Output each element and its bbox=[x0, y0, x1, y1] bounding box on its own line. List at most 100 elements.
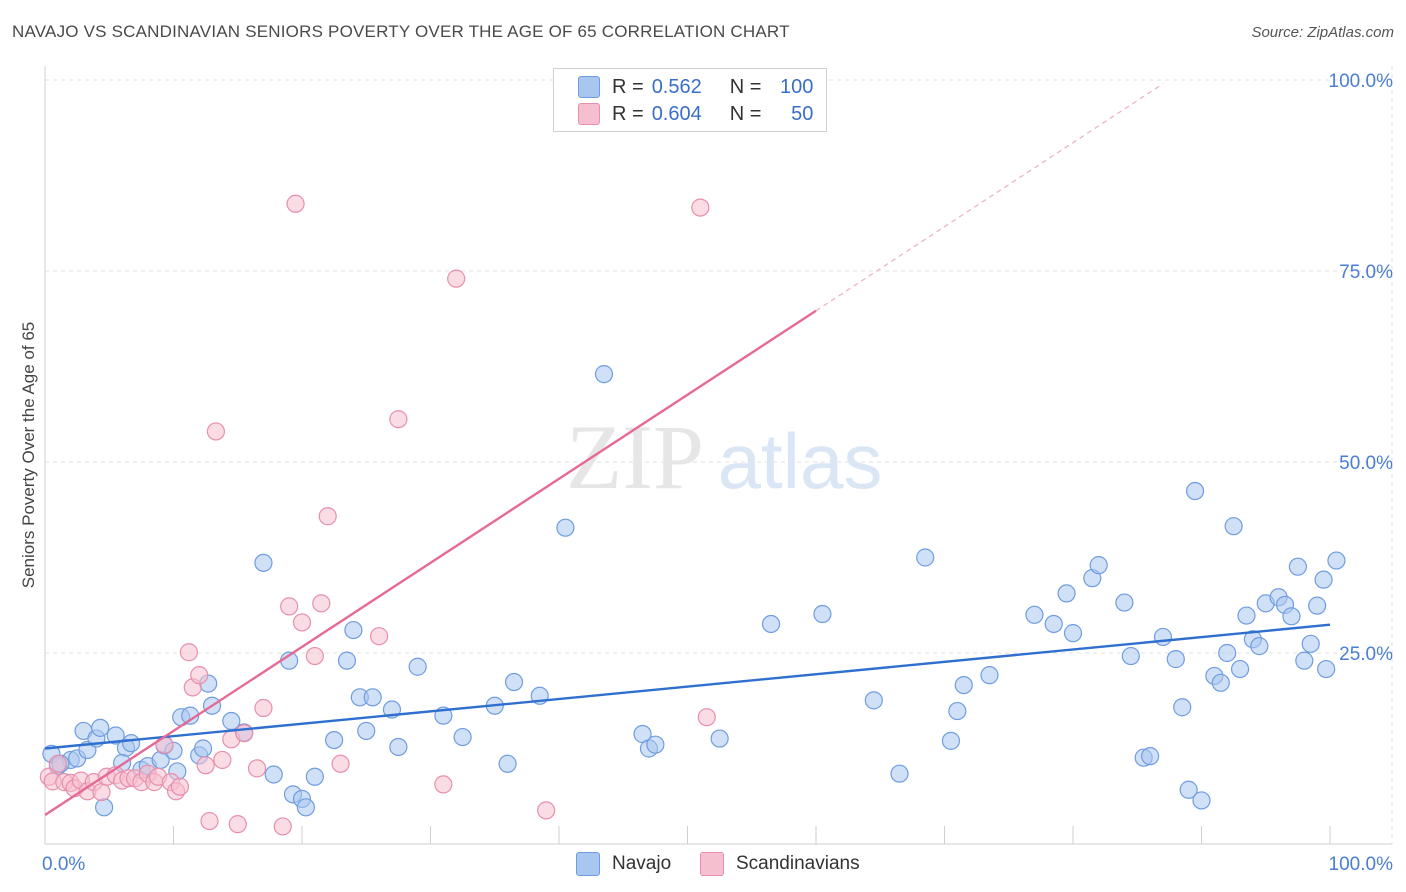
point-navajo bbox=[1089, 556, 1108, 575]
series-legend-scandinavians[interactable]: Scandinavians bbox=[700, 852, 860, 876]
point-navajo bbox=[1192, 791, 1211, 810]
point-navajo bbox=[254, 553, 273, 572]
point-navajo bbox=[954, 675, 973, 695]
point-navajo bbox=[1314, 570, 1333, 589]
point-navajo bbox=[916, 548, 935, 567]
point-navajo bbox=[1288, 557, 1307, 576]
point-scandinavians bbox=[196, 756, 215, 775]
source-credit: Source: ZipAtlas.com bbox=[1251, 24, 1394, 41]
point-navajo bbox=[337, 651, 357, 670]
point-navajo bbox=[389, 737, 408, 757]
point-navajo bbox=[1250, 637, 1269, 656]
trend-extension-scandinavians bbox=[815, 83, 1164, 312]
trend-line-navajo bbox=[44, 623, 1331, 750]
point-navajo bbox=[1295, 651, 1314, 670]
point-navajo bbox=[594, 365, 614, 384]
series-legend-navajo[interactable]: Navajo bbox=[576, 852, 671, 876]
point-navajo bbox=[710, 729, 729, 748]
point-navajo bbox=[1224, 517, 1243, 536]
point-scandinavians bbox=[273, 817, 292, 836]
watermark-atlas: atlas bbox=[718, 417, 883, 505]
point-scandinavians bbox=[92, 782, 111, 802]
point-scandinavians bbox=[318, 507, 337, 526]
point-navajo bbox=[1173, 698, 1192, 717]
x-tick-label: 0.0% bbox=[42, 854, 85, 875]
y-tick-label: 25.0% bbox=[1339, 644, 1393, 665]
point-scandinavians bbox=[331, 754, 350, 773]
point-scandinavians bbox=[179, 643, 199, 662]
point-scandinavians bbox=[691, 198, 710, 217]
point-navajo bbox=[264, 765, 283, 784]
axes bbox=[44, 66, 1392, 845]
point-scandinavians bbox=[200, 811, 219, 831]
point-navajo bbox=[453, 727, 472, 747]
x-tick-label: 100.0% bbox=[1329, 854, 1394, 875]
point-navajo bbox=[1327, 551, 1346, 570]
legend-swatch-navajo bbox=[578, 76, 600, 98]
point-scandinavians bbox=[190, 666, 209, 685]
y-tick-label: 75.0% bbox=[1339, 262, 1393, 283]
point-scandinavians bbox=[170, 777, 190, 796]
point-navajo bbox=[1317, 659, 1336, 679]
point-navajo bbox=[1044, 614, 1063, 634]
point-scandinavians bbox=[697, 708, 716, 727]
point-navajo bbox=[305, 767, 324, 786]
point-scandinavians bbox=[254, 698, 273, 718]
y-tick-label: 100.0% bbox=[1329, 71, 1394, 92]
point-scandinavians bbox=[537, 801, 556, 820]
y-axis-label: Seniors Poverty Over the Age of 65 bbox=[19, 322, 38, 588]
point-navajo bbox=[1211, 673, 1230, 692]
point-navajo bbox=[408, 657, 427, 676]
point-navajo bbox=[1063, 624, 1083, 643]
watermark-zip: ZIP bbox=[566, 406, 704, 508]
point-scandinavians bbox=[305, 646, 324, 666]
legend-n-label: N = bbox=[729, 102, 762, 125]
point-navajo bbox=[91, 718, 110, 737]
point-scandinavians bbox=[247, 759, 267, 778]
point-scandinavians bbox=[447, 269, 466, 288]
legend-r-value: 0.604 bbox=[651, 102, 702, 125]
point-navajo bbox=[357, 721, 376, 741]
tick-labels: 25.0% 50.0% 75.0% 100.0% 0.0% 100.0% bbox=[42, 71, 1393, 875]
legend-n-value: 100 bbox=[780, 75, 814, 98]
y-tick-label: 50.0% bbox=[1339, 453, 1393, 474]
point-scandinavians bbox=[286, 194, 305, 213]
series-label-navajo: Navajo bbox=[612, 853, 672, 874]
series-label-scandinavians: Scandinavians bbox=[736, 853, 860, 874]
stats-legend: R = 0.562 N = 100 R = 0.604 N = 50 bbox=[553, 68, 827, 132]
series-legend: Navajo Scandinavians bbox=[0, 852, 1406, 878]
point-scandinavians bbox=[235, 724, 254, 743]
legend-n-value: 50 bbox=[791, 102, 814, 125]
point-navajo bbox=[1140, 747, 1160, 766]
legend-r-value: 0.562 bbox=[651, 75, 702, 98]
legend-r-label: R = bbox=[612, 102, 644, 125]
point-navajo bbox=[325, 730, 344, 750]
point-navajo bbox=[504, 672, 524, 692]
point-navajo bbox=[646, 735, 665, 754]
point-navajo bbox=[1166, 650, 1185, 669]
point-scandinavians bbox=[280, 597, 299, 616]
point-navajo bbox=[344, 620, 363, 640]
point-navajo bbox=[1301, 634, 1320, 653]
point-navajo bbox=[761, 614, 781, 634]
point-navajo bbox=[1057, 584, 1076, 603]
point-scandinavians bbox=[370, 627, 389, 646]
point-navajo bbox=[556, 518, 575, 537]
point-navajo bbox=[1121, 646, 1140, 666]
legend-row-navajo: R = 0.562 N = 100 bbox=[578, 74, 813, 100]
point-navajo bbox=[1115, 593, 1134, 612]
point-navajo bbox=[1185, 481, 1205, 501]
point-navajo bbox=[1179, 780, 1198, 799]
point-navajo bbox=[498, 754, 517, 773]
trend-lines bbox=[44, 83, 1331, 816]
point-navajo bbox=[363, 688, 382, 707]
point-scandinavians bbox=[213, 750, 232, 770]
point-navajo bbox=[1237, 606, 1256, 625]
point-navajo bbox=[941, 731, 961, 750]
gridlines bbox=[45, 66, 1393, 844]
point-navajo bbox=[864, 691, 883, 710]
point-navajo bbox=[95, 798, 114, 817]
point-navajo bbox=[296, 798, 315, 817]
point-navajo bbox=[193, 739, 213, 758]
